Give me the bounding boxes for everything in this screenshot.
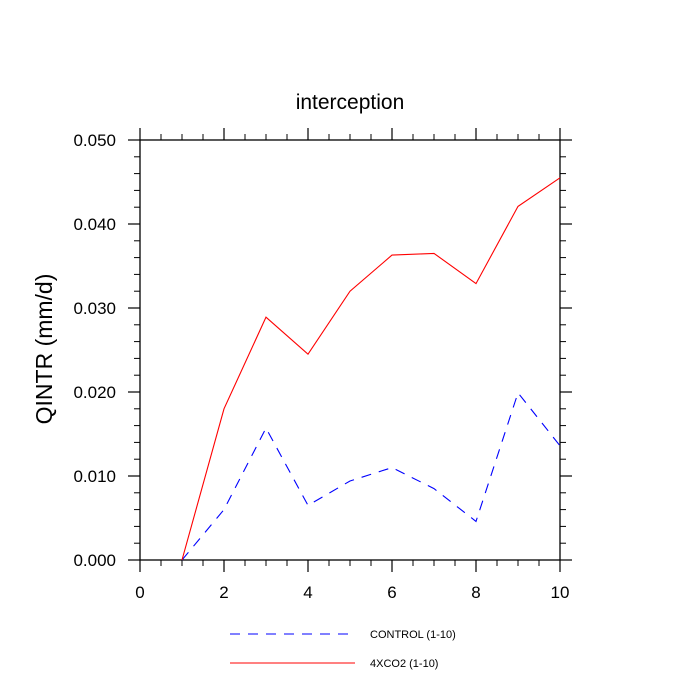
series-line-4xco2-1-10 [181,177,561,561]
plot-area: 0 2 4 6 8 10 0.000 0.010 0.020 0.030 0.040 0.050 [73,128,572,602]
legend-label: CONTROL (1-10) [370,629,456,641]
y-tick-label: 0.030 [73,299,116,318]
legend-label: 4XCO2 (1-10) [370,658,438,670]
y-axis-label: QINTR (mm/d) [31,274,57,425]
x-tick-label: 8 [471,583,480,602]
y-tick-label: 0.040 [73,215,116,234]
x-tick-label: 10 [551,583,570,602]
series-line-control-1-10 [181,391,561,561]
x-tick-label: 0 [135,583,144,602]
x-tick-label: 2 [219,583,228,602]
legend: CONTROL (1-10) 4XCO2 (1-10) [230,629,456,670]
y-tick-label: 0.050 [73,131,116,150]
y-tick-label: 0.010 [73,467,116,486]
x-tick-label: 4 [303,583,312,602]
x-tick-label: 6 [387,583,396,602]
y-tick-label: 0.020 [73,383,116,402]
plot-frame [139,139,561,561]
chart-title: interception [296,91,405,114]
y-tick-label: 0.000 [73,551,116,570]
